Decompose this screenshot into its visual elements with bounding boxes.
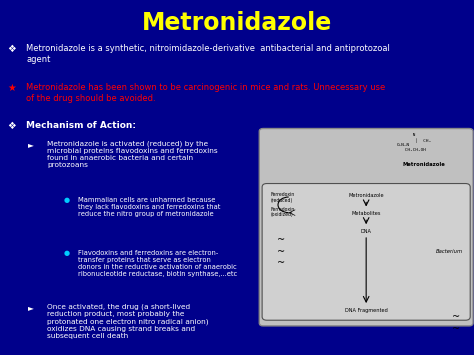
Text: ●: ●: [64, 250, 70, 256]
Text: ●: ●: [64, 197, 70, 203]
Text: ❖: ❖: [7, 44, 16, 54]
Text: N
       │  CH₃
O₂N—N
   CH₂CH₂OH: N │ CH₃ O₂N—N CH₂CH₂OH: [397, 133, 431, 152]
Text: Metabolites: Metabolites: [352, 211, 381, 216]
Text: Mechanism of Action:: Mechanism of Action:: [26, 121, 136, 130]
FancyBboxPatch shape: [262, 184, 470, 320]
Text: Metronidazole: Metronidazole: [402, 162, 446, 166]
Text: Ferredoxin
(oxidized): Ferredoxin (oxidized): [271, 207, 295, 217]
Text: ~
~
~: ~ ~ ~: [277, 235, 285, 268]
Text: Metronidazole has been shown to be carcinogenic in mice and rats. Unnecessary us: Metronidazole has been shown to be carci…: [26, 83, 385, 103]
Text: Once activated, the drug (a short-lived
reduction product, most probably the
pro: Once activated, the drug (a short-lived …: [47, 304, 209, 339]
Text: ★: ★: [7, 83, 16, 93]
Text: Flavodoxins and ferredoxins are electron-
transfer proteins that serve as electr: Flavodoxins and ferredoxins are electron…: [78, 250, 237, 277]
Text: DNA: DNA: [361, 229, 372, 234]
Text: Metronidazole: Metronidazole: [142, 11, 332, 35]
Text: Metronidazole is activated (reduced) by the
microbial proteins flavodoxins and f: Metronidazole is activated (reduced) by …: [47, 140, 218, 168]
Text: DNA Fragmented: DNA Fragmented: [345, 308, 388, 313]
Text: ►: ►: [28, 304, 34, 312]
Text: ❖: ❖: [7, 121, 16, 131]
Text: ~
~: ~ ~: [452, 312, 460, 334]
Text: Mammalian cells are unharmed because
they lack flavodoxins and ferredoxins that
: Mammalian cells are unharmed because the…: [78, 197, 220, 217]
Text: Bacterium: Bacterium: [436, 249, 463, 255]
FancyBboxPatch shape: [259, 129, 473, 326]
Text: ►: ►: [28, 140, 34, 149]
Text: Metronidazole is a synthetic, nitroimidazole-derivative  antibacterial and antip: Metronidazole is a synthetic, nitroimida…: [26, 44, 390, 64]
Text: Metronidazole: Metronidazole: [348, 193, 384, 198]
Text: Ferredoxin
(reduced): Ferredoxin (reduced): [271, 192, 295, 203]
